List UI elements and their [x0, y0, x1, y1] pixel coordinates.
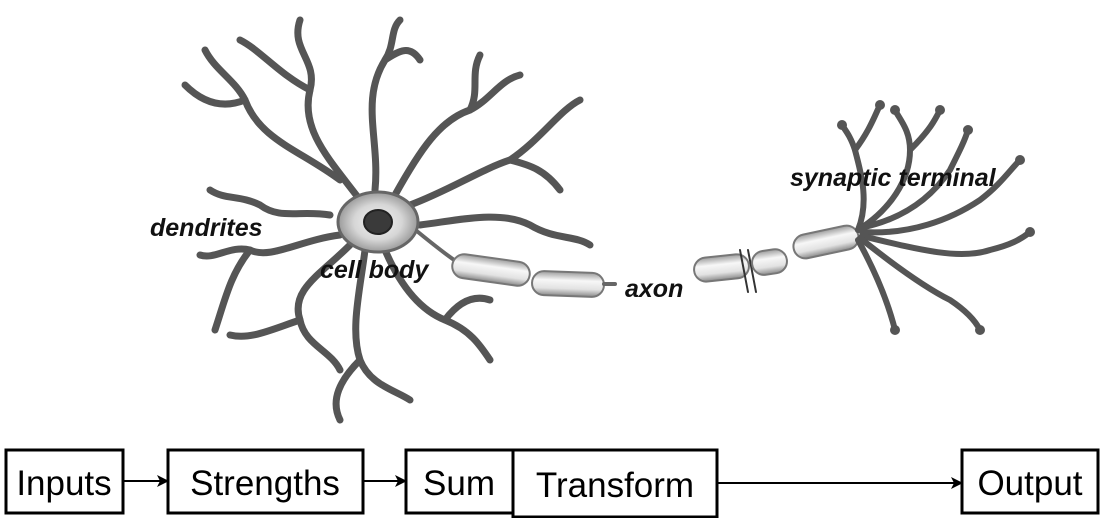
axon-segments	[416, 224, 860, 298]
transform-box	[511, 448, 719, 518]
terminal-branches	[839, 102, 1033, 333]
dendrite-branches	[181, 16, 594, 424]
strengths-box	[166, 448, 365, 515]
transform-text: Transform	[536, 466, 694, 505]
output-text: Output	[977, 464, 1082, 503]
inputs-box	[4, 448, 125, 515]
synaptic-terminal-label: synaptic terminal	[790, 164, 997, 192]
output-box	[960, 448, 1100, 515]
dendrites-label: dendrites	[150, 214, 263, 242]
neuron-illustration	[181, 16, 1035, 424]
cell-body-label: cell body	[320, 256, 429, 284]
terminal-buttons	[837, 100, 1035, 335]
flow-diagram: Inputs Strengths Sum Transform Output	[4, 448, 1100, 518]
axon-label: axon	[625, 275, 683, 303]
strengths-text: Strengths	[190, 464, 340, 503]
inputs-text: Inputs	[16, 464, 111, 503]
nucleus-shape	[363, 209, 393, 235]
sum-text: Sum	[423, 464, 495, 503]
